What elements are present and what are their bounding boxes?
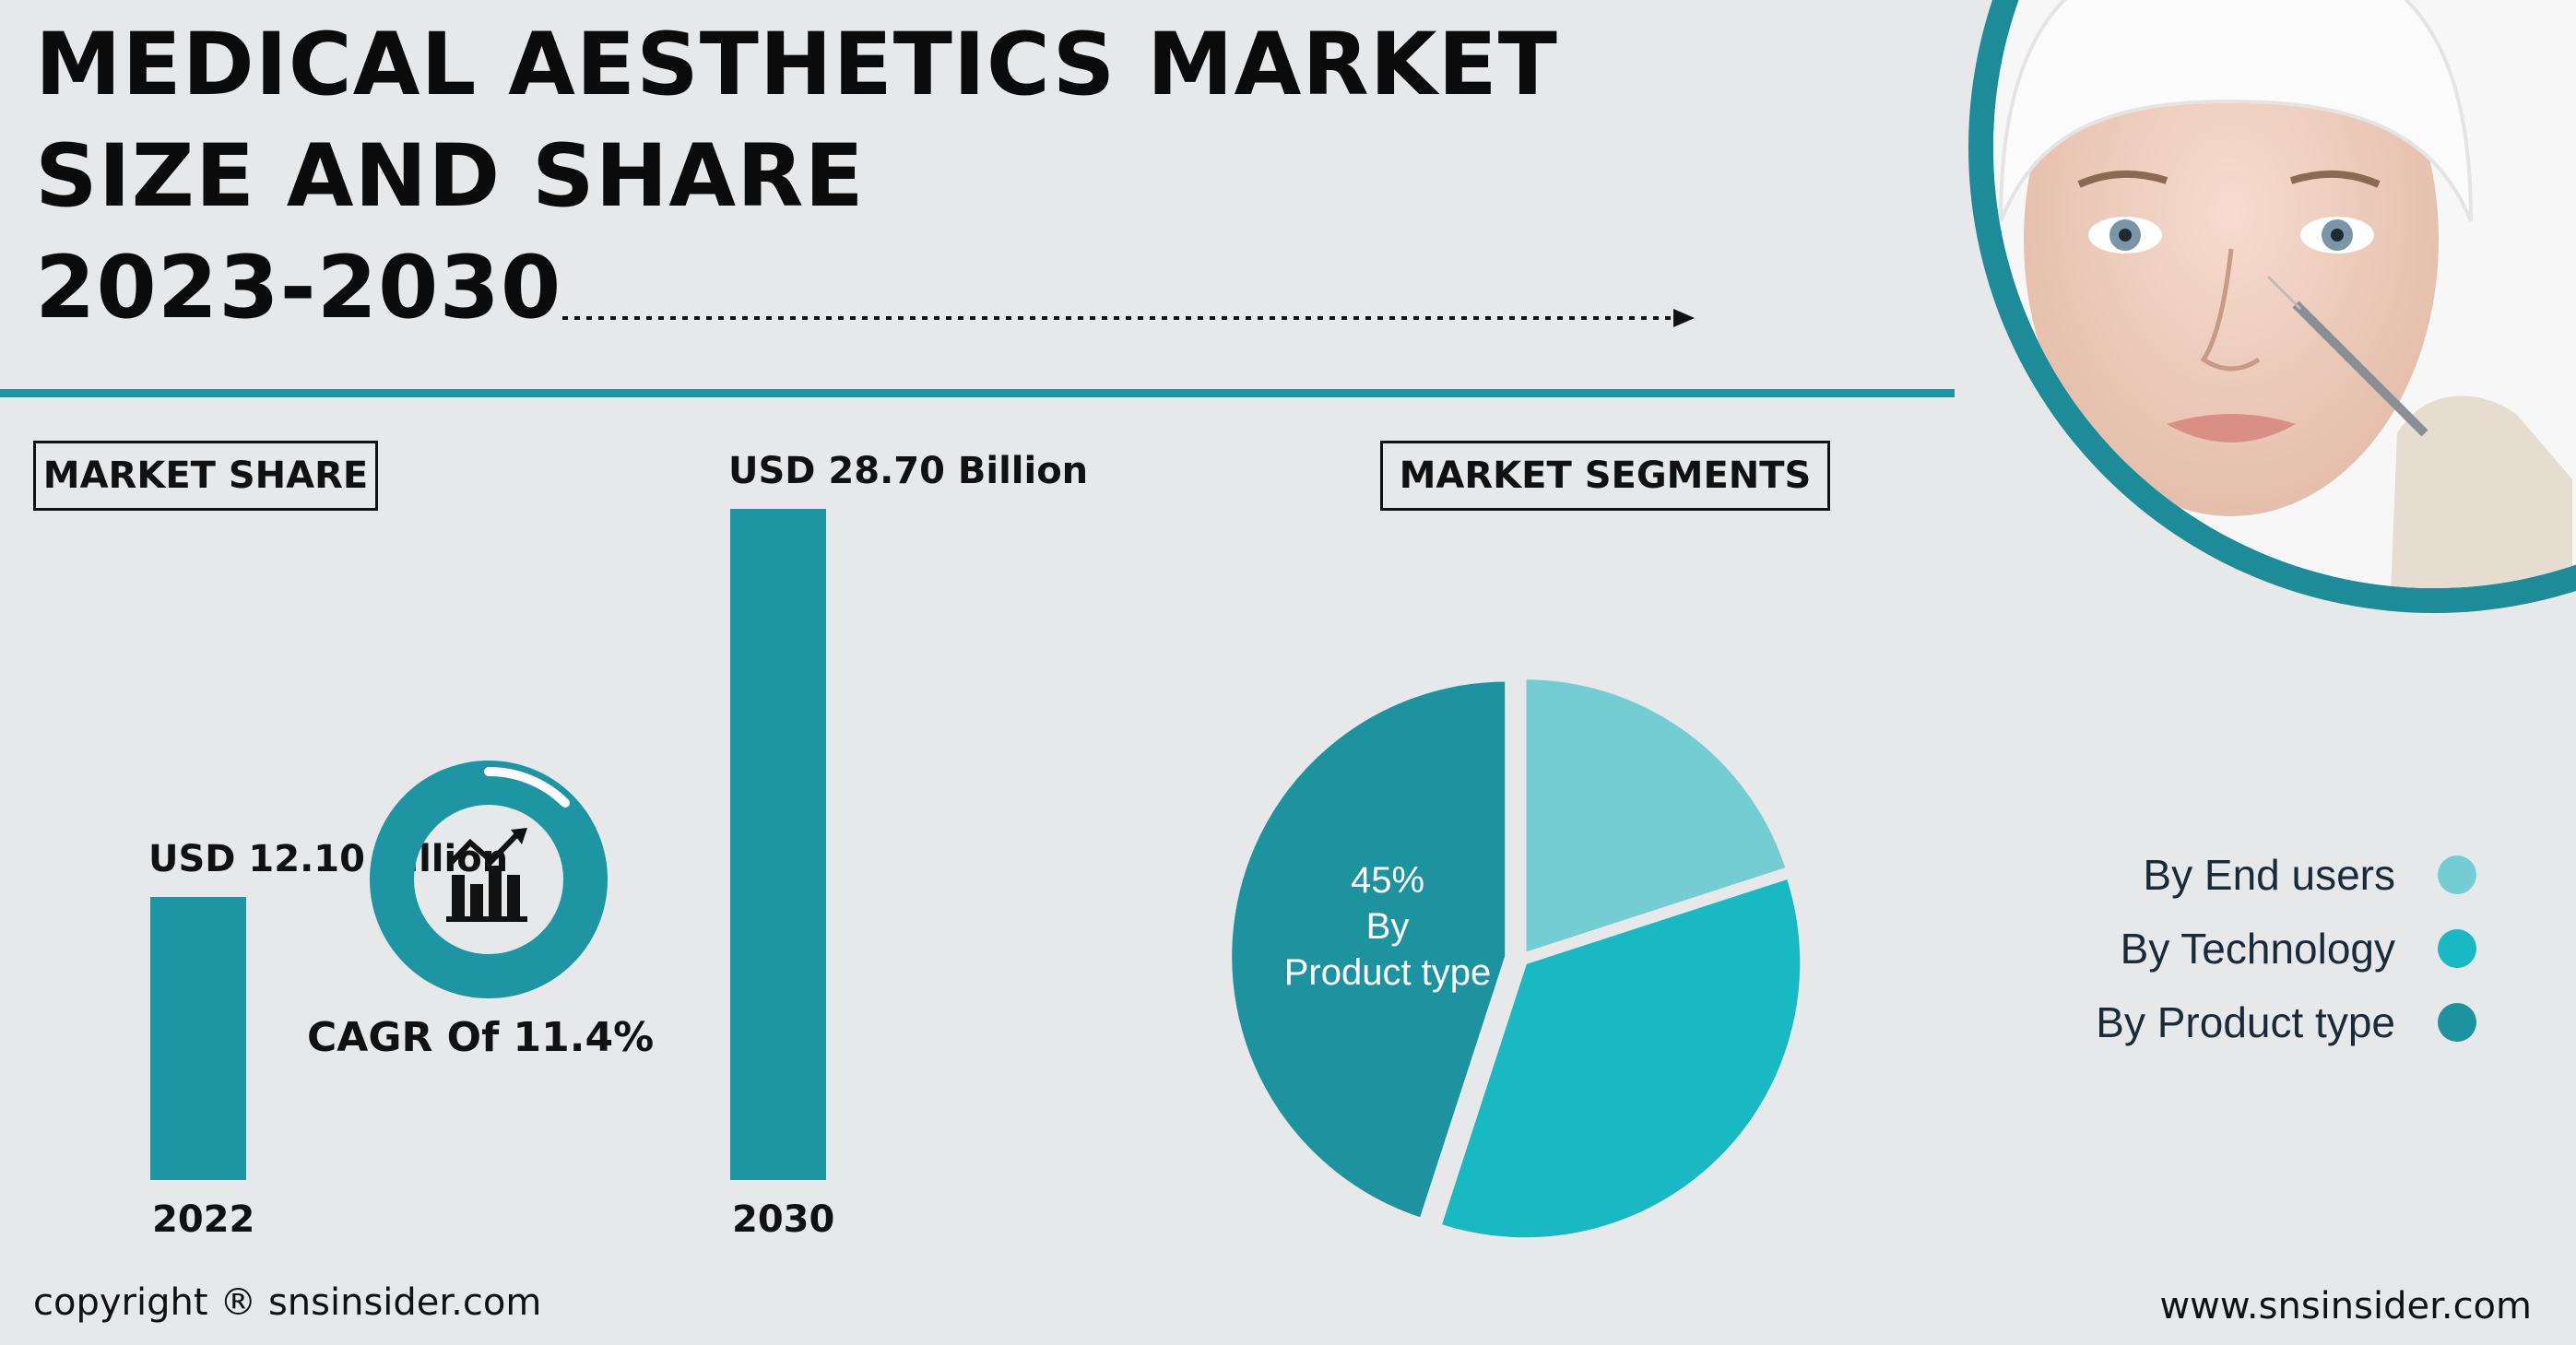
legend-item: By Product type (2096, 997, 2476, 1047)
bar-value-label: USD 12.10 Billion (148, 838, 509, 881)
bar-2022 (150, 897, 246, 1180)
title-line-1: MEDICAL AESTHETICS MARKET (35, 15, 1558, 115)
portrait-image (1968, 0, 2576, 613)
pie-annotation-by: By (1365, 906, 1410, 947)
legend-color-dot (2438, 855, 2476, 894)
legend-label: By Technology (2120, 925, 2395, 973)
legend-color-dot (2438, 1003, 2476, 1042)
legend-item: By Technology (2121, 924, 2476, 973)
chart-growth-icon (370, 761, 608, 998)
title-line-2: SIZE AND SHARE (35, 126, 865, 227)
bar-2030 (730, 509, 826, 1180)
market-share-label: MARKET SHARE (33, 441, 378, 511)
legend-label: By End users (2143, 851, 2395, 899)
legend-label: By Product type (2096, 998, 2395, 1046)
website-link[interactable]: www.snsinsider.com (2159, 1285, 2532, 1327)
arrow-right-icon (562, 309, 1695, 327)
legend-item: By End users (2143, 850, 2476, 900)
header-divider (0, 389, 1955, 397)
pie-slice-by-product-type (1228, 678, 1509, 1222)
bar-category-label: 2030 (732, 1198, 835, 1241)
bar-value-label: USD 28.70 Billion (728, 450, 1089, 492)
pie-annotation-percent: 45% (1350, 860, 1425, 901)
pie-slice-by-technology (1437, 875, 1804, 1242)
pie-slice-by-end-users (1522, 676, 1790, 957)
copyright-text: copyright ® snsinsider.com (33, 1281, 542, 1324)
market-segments-label: MARKET SEGMENTS (1380, 441, 1830, 511)
pie-annotation: 45% By Product type (1245, 857, 1530, 996)
market-segments-pie-chart (1228, 676, 1804, 1242)
page-title: MEDICAL AESTHETICS MARKET SIZE AND SHARE… (35, 9, 1558, 344)
cagr-label: CAGR Of 11.4% (307, 1014, 655, 1061)
bar-category-label: 2022 (152, 1198, 255, 1241)
title-line-3: 2023-2030 (35, 238, 562, 338)
legend-color-dot (2438, 929, 2476, 968)
pie-annotation-category: Product type (1283, 952, 1492, 993)
